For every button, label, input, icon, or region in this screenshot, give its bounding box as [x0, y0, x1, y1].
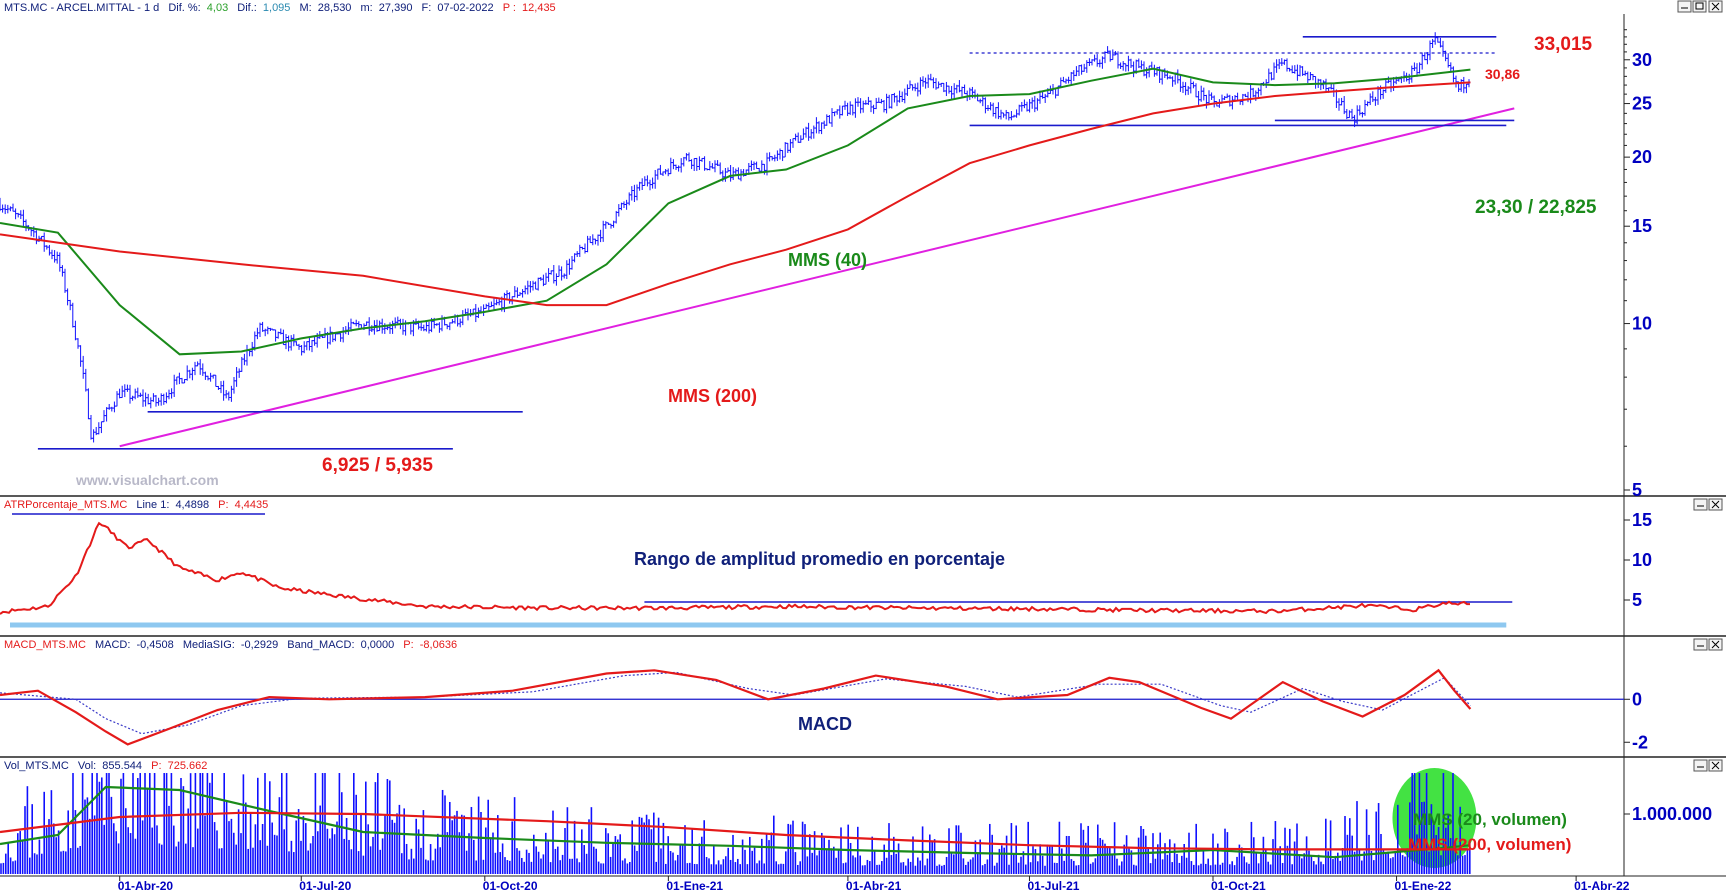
- header-label: Vol:: [78, 760, 96, 772]
- macd-signal-line: [0, 671, 1471, 735]
- minimize-button[interactable]: [1677, 0, 1692, 13]
- header-value: 12,435: [522, 2, 556, 14]
- header-symbol: Vol_MTS.MC: [4, 760, 69, 772]
- header-value: 1,095: [263, 2, 291, 14]
- trend-line: [119, 107, 1515, 448]
- header-label: P:: [218, 499, 228, 511]
- x-tick-label: 01-Abr-20: [118, 879, 174, 892]
- header-value: 4,03: [207, 2, 228, 14]
- y-tick-label: 1.000.000: [1632, 804, 1712, 824]
- header-value: 27,390: [379, 2, 413, 14]
- macd-panel: [0, 668, 1624, 746]
- volume-ma20-line: [0, 785, 1471, 859]
- price-header: MTS.MC - ARCEL.MITTAL - 1 d Dif. %: 4,03…: [4, 2, 556, 14]
- header-label: MACD:: [95, 639, 130, 651]
- macd-line: [0, 668, 1472, 746]
- x-tick-label: 01-Oct-21: [1211, 879, 1266, 892]
- header-value: -0,4508: [136, 639, 173, 651]
- header-value: 855.544: [102, 760, 142, 772]
- maximize-button[interactable]: [1692, 0, 1707, 13]
- annotation-high: 33,015: [1534, 34, 1593, 55]
- atr-line: [0, 521, 1470, 615]
- macd-title: MACD: [798, 714, 852, 734]
- header-value: 4,4898: [175, 499, 209, 511]
- header-label: F:: [422, 2, 432, 14]
- header-label: MediaSIG:: [183, 639, 235, 651]
- y-tick-label: 10: [1632, 550, 1652, 570]
- annotation-low: 6,925 / 5,935: [322, 455, 433, 476]
- y-tick-label: 5: [1632, 590, 1642, 610]
- volume-panel-buttons: [1693, 759, 1723, 772]
- header-label: P :: [503, 2, 516, 14]
- x-tick-label: 01-Jul-20: [299, 879, 351, 892]
- atr-header: ATRPorcentaje_MTS.MC Line 1: 4,4898 P: 4…: [4, 499, 268, 511]
- y-tick-label: 15: [1632, 216, 1652, 236]
- volume-ma200-line: [0, 811, 1471, 851]
- x-tick-label: 01-Ene-22: [1395, 879, 1452, 892]
- header-symbol: ATRPorcentaje_MTS.MC: [4, 499, 127, 511]
- atr-title: Rango de amplitud promedio en porcentaje: [634, 549, 1005, 569]
- annotation-ma40: MMS (40): [788, 250, 867, 270]
- ma40-line: [0, 67, 1471, 356]
- y-tick-label: -2: [1632, 732, 1648, 752]
- header-value: -0,2929: [241, 639, 278, 651]
- volume-panel: [0, 768, 1477, 874]
- header-label: Band_MACD:: [287, 639, 354, 651]
- y-tick-label: 0: [1632, 689, 1642, 709]
- close-icon: [1711, 500, 1720, 509]
- header-value: -8,0636: [420, 639, 457, 651]
- macd-panel-buttons: [1693, 638, 1723, 651]
- header-label: m:: [361, 2, 373, 14]
- header-symbol: MACD_MTS.MC: [4, 639, 86, 651]
- y-tick-label: 5: [1632, 480, 1642, 500]
- axes: 5 10 15 20 25 30 5 10 15 -2 0 1.000.000 01-Abr-20 01-…: [118, 29, 1712, 892]
- window-buttons: [1677, 0, 1723, 772]
- close-icon: [1711, 2, 1720, 11]
- ma200-line: [0, 81, 1471, 307]
- x-tick-label: 01-Oct-20: [483, 879, 538, 892]
- header-symbol: MTS.MC - ARCEL.MITTAL - 1 d: [4, 2, 159, 14]
- y-tick-label: 20: [1632, 147, 1652, 167]
- y-tick-label: 15: [1632, 510, 1652, 530]
- volume-header: Vol_MTS.MC Vol: 855.544 P: 725.662: [4, 760, 207, 772]
- annotation-level-mid: 30,86: [1485, 66, 1520, 82]
- close-icon: [1711, 640, 1720, 649]
- x-tick-label: 01-Jul-21: [1027, 879, 1079, 892]
- header-value: 725.662: [168, 760, 208, 772]
- macd-header: MACD_MTS.MC MACD: -0,4508 MediaSIG: -0,2…: [4, 639, 457, 651]
- header-label: P:: [403, 639, 413, 651]
- y-tick-label: 25: [1632, 94, 1652, 114]
- atr-panel: [0, 513, 1513, 628]
- header-label: M:: [299, 2, 311, 14]
- x-tick-label: 01-Abr-21: [846, 879, 902, 892]
- price-panel-buttons: [1677, 0, 1723, 13]
- header-label: Dif. %:: [168, 2, 200, 14]
- panel-frames: [0, 14, 1726, 877]
- maximize-icon: [1695, 2, 1704, 10]
- annotation-support: 23,30 / 22,825: [1475, 197, 1597, 218]
- header-label: Line 1:: [136, 499, 169, 511]
- minimize-button[interactable]: [1693, 638, 1708, 651]
- header-value: 4,4435: [235, 499, 269, 511]
- y-tick-label: 30: [1632, 50, 1652, 70]
- annotation-vol-ma200: MMS (200, volumen): [1408, 835, 1571, 854]
- watermark: www.visualchart.com: [75, 472, 219, 488]
- y-tick-label: 10: [1632, 314, 1652, 334]
- atr-panel-buttons: [1693, 498, 1723, 511]
- price-panel: [0, 32, 1515, 450]
- minimize-button[interactable]: [1693, 498, 1708, 511]
- header-value: 0,0000: [361, 639, 395, 651]
- header-label: P:: [151, 760, 161, 772]
- minimize-button[interactable]: [1693, 759, 1708, 772]
- header-value: 07-02-2022: [437, 2, 493, 14]
- x-tick-label: 01-Abr-22: [1574, 879, 1630, 892]
- annotation-vol-ma20: MMS (20, volumen): [1413, 810, 1567, 829]
- annotation-ma200: MMS (200): [668, 386, 757, 406]
- x-tick-label: 01-Ene-21: [666, 879, 723, 892]
- header-label: Dif.:: [237, 2, 257, 14]
- header-value: 28,530: [318, 2, 352, 14]
- close-icon: [1711, 761, 1720, 770]
